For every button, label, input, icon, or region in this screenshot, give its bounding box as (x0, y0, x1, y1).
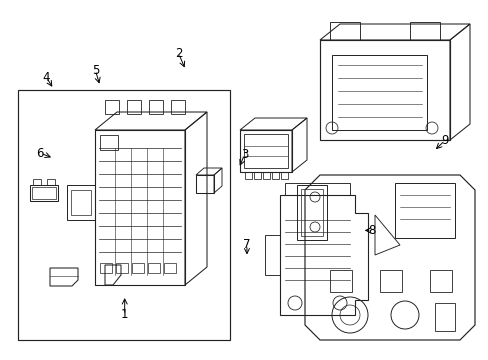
Bar (285, 183, 349, 195)
Text: 2: 2 (174, 47, 182, 60)
Bar (379, 270, 401, 292)
Bar (116, 263, 128, 273)
Text: 9: 9 (440, 134, 448, 147)
Bar (244, 134, 287, 168)
Bar (32, 187, 56, 199)
Bar (264, 235, 280, 275)
Bar (331, 55, 426, 130)
Text: 5: 5 (91, 64, 99, 77)
Bar (127, 100, 141, 114)
Bar (281, 172, 287, 179)
Text: 7: 7 (243, 238, 250, 251)
Text: 1: 1 (121, 309, 128, 321)
Bar (171, 100, 184, 114)
Bar (100, 263, 112, 273)
Bar (296, 185, 326, 240)
Bar (105, 100, 119, 114)
Bar (429, 270, 451, 292)
Bar (95, 130, 184, 285)
Text: 3: 3 (240, 148, 248, 161)
Bar (394, 183, 454, 238)
Bar (148, 263, 160, 273)
Bar (163, 263, 176, 273)
Text: 8: 8 (367, 224, 375, 237)
Bar (434, 303, 454, 331)
Bar (253, 172, 261, 179)
Text: 4: 4 (42, 71, 50, 84)
Bar (329, 270, 351, 292)
Bar (263, 172, 269, 179)
Bar (301, 189, 323, 236)
Bar (149, 100, 163, 114)
Bar (244, 172, 251, 179)
Bar (132, 263, 143, 273)
Bar (409, 22, 439, 40)
Bar (100, 135, 118, 150)
Bar (240, 130, 291, 172)
Bar (30, 185, 58, 201)
Bar (196, 175, 214, 193)
Bar (271, 172, 279, 179)
Bar (33, 179, 41, 185)
Bar (18, 90, 229, 340)
Bar (319, 40, 449, 140)
Bar (329, 22, 359, 40)
Bar (71, 190, 91, 215)
Text: 6: 6 (36, 147, 44, 159)
Bar (47, 179, 55, 185)
